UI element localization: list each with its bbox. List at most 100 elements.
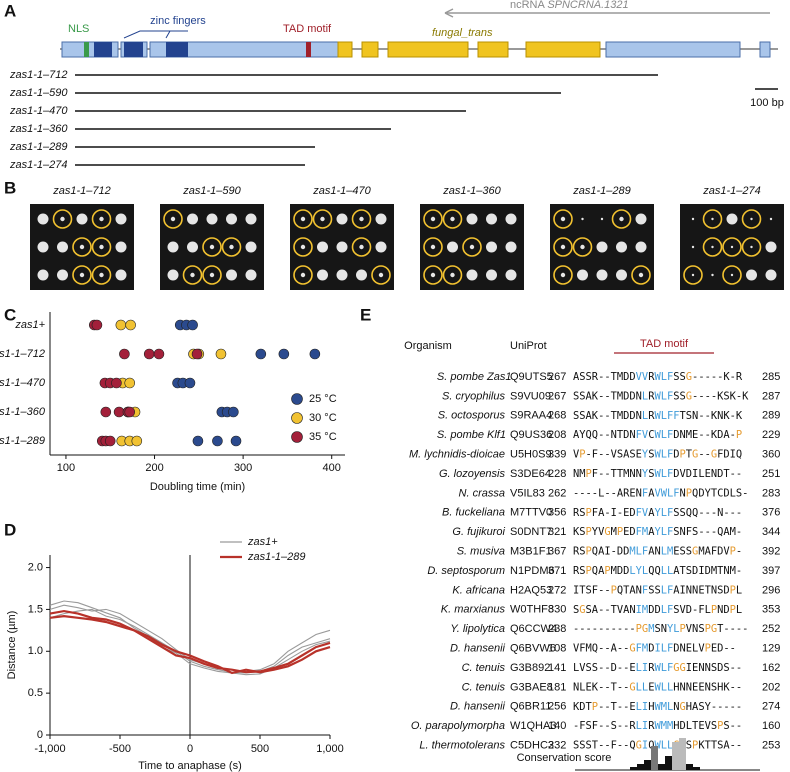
residue: E	[705, 468, 711, 480]
residue: S	[648, 449, 654, 461]
dot	[111, 377, 122, 389]
residue: -	[611, 623, 617, 635]
arrow-head	[444, 8, 454, 18]
colony	[336, 213, 348, 225]
residue: D	[611, 662, 617, 674]
residue: -	[623, 623, 629, 635]
residue: N	[705, 681, 711, 693]
residue: S	[586, 740, 592, 752]
residue: L	[661, 410, 667, 422]
residue: C	[717, 487, 723, 499]
residue: I	[642, 740, 648, 752]
residue: L	[730, 487, 736, 499]
sequence: RSPQAI-DDMLFANLMESSGMAFDVP-	[573, 546, 742, 558]
residue: M	[617, 371, 623, 383]
residue: P	[611, 584, 617, 596]
residue: -	[692, 390, 698, 402]
residue: L	[661, 643, 667, 655]
residue: -	[617, 507, 623, 519]
zinc-finger	[124, 42, 143, 57]
residue: M	[661, 720, 667, 732]
start: 267	[548, 371, 566, 383]
residue: W	[654, 701, 661, 713]
gene: Klf1	[487, 429, 506, 441]
sequence: NLEK--T--GLLEWLLHNNEENSHK--	[573, 681, 742, 693]
dot	[153, 348, 165, 360]
residue: S	[573, 740, 579, 752]
colony-ring	[202, 265, 222, 285]
residue: -	[705, 507, 711, 519]
start: 321	[548, 526, 566, 538]
residue: I	[654, 643, 660, 655]
colony-ring	[611, 209, 632, 229]
colony	[300, 216, 306, 222]
residue: -	[586, 487, 592, 499]
legend-label: zas1-1–289	[247, 551, 306, 563]
nls-label: NLS	[68, 23, 89, 35]
residue: R	[623, 487, 630, 499]
residue: S	[586, 371, 592, 383]
exon	[387, 41, 469, 58]
residue: W	[654, 449, 661, 461]
residue: P	[586, 526, 592, 538]
residue: T	[705, 740, 712, 752]
residue: -	[723, 507, 729, 519]
residue: D	[673, 468, 679, 480]
residue: P	[586, 565, 592, 577]
residue: S	[686, 410, 692, 422]
residue: N	[573, 681, 579, 693]
dot	[278, 348, 290, 360]
residue: S	[711, 681, 717, 693]
residue: D	[723, 487, 729, 499]
residue: A	[592, 604, 599, 616]
residue: -	[692, 604, 698, 616]
residue: T	[617, 468, 624, 480]
conservation-bar	[637, 764, 644, 770]
residue: -	[698, 371, 704, 383]
colony	[190, 272, 195, 278]
organism: S. pombe	[437, 371, 484, 383]
residue: R	[648, 720, 655, 732]
colony	[711, 217, 714, 221]
end: 252	[762, 623, 780, 635]
residue: A	[629, 584, 636, 596]
residue: E	[692, 429, 698, 441]
sequence: ----L--ARENFAVWLFNPQDYTCDLS-	[573, 487, 748, 499]
residue: -	[736, 390, 742, 402]
residue: M	[611, 526, 617, 538]
colony	[99, 244, 104, 250]
residue: -	[598, 643, 604, 655]
colony-ring	[722, 237, 742, 257]
residue: V	[698, 643, 704, 655]
residue: -	[604, 390, 610, 402]
colony-ring	[631, 265, 651, 285]
residue: M	[661, 701, 667, 713]
residue: N	[680, 681, 686, 693]
colony	[560, 216, 566, 222]
sequence: LVSS--D--ELIRWLFGGIENNSDS--	[573, 662, 742, 674]
colony	[750, 217, 753, 221]
residue: L	[573, 662, 579, 674]
residue: -	[604, 449, 610, 461]
start: 356	[548, 507, 566, 519]
residue: G	[673, 662, 679, 674]
organism: C. tenuis	[462, 662, 506, 674]
residue: W	[654, 371, 661, 383]
residue: N	[661, 623, 667, 635]
residue: F	[636, 526, 642, 538]
residue: P	[705, 643, 711, 655]
colony	[469, 244, 475, 250]
residue: -	[617, 681, 623, 693]
conservation-label: Conservation score	[517, 752, 612, 764]
residue: S	[711, 720, 717, 732]
residue: P	[579, 449, 585, 461]
residue: Q	[592, 546, 598, 558]
colony	[76, 213, 88, 225]
residue: -	[711, 390, 717, 402]
residue: L	[661, 390, 667, 402]
residue: L	[667, 487, 673, 499]
exon	[759, 41, 771, 58]
legend-label: 35 °C	[309, 431, 337, 443]
residue: G	[680, 701, 686, 713]
trace	[49, 614, 331, 674]
